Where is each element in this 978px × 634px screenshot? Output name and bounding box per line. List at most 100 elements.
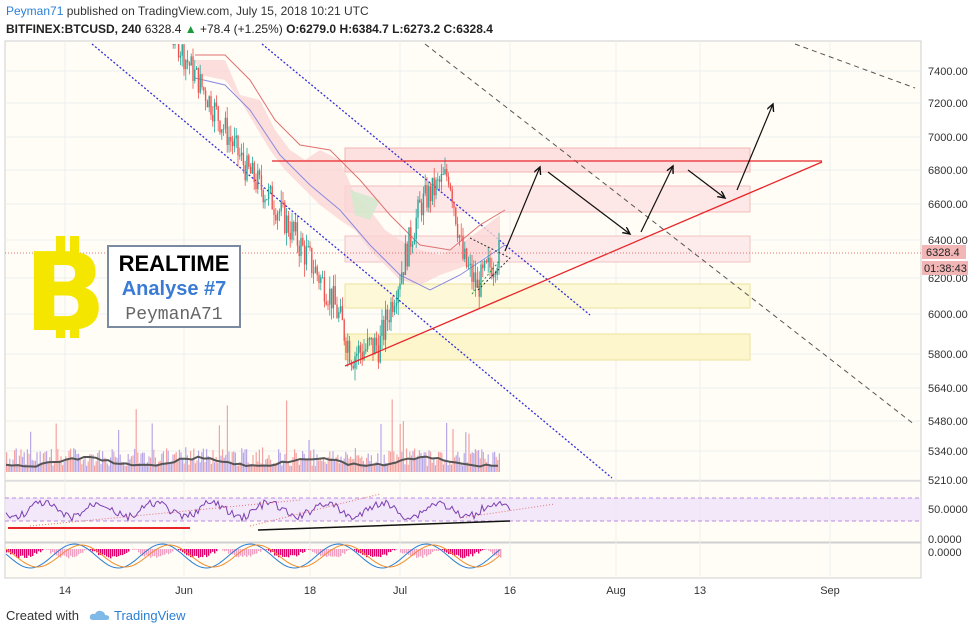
macd-bar [294,549,296,556]
volume-bar [54,462,56,472]
macd-bar [52,549,54,553]
candle-body [251,162,254,174]
author-signature: PeymanA71 [125,305,222,325]
rsi-black-trendline[interactable] [257,520,511,531]
volume-bar [210,464,212,472]
ascending-trendline[interactable] [344,161,823,367]
channel-line-upper-visible[interactable] [261,43,591,316]
macd-bar [336,549,338,557]
macd-bar [322,549,324,556]
volume-bar [446,422,448,472]
volume-bar [489,464,491,472]
candle-body [395,303,398,307]
channel-line-lower[interactable] [91,43,613,479]
candle-body [179,55,182,58]
rsi-dotted-trendline-2[interactable] [249,493,381,527]
macd-bar [20,549,22,556]
macd-bar [346,549,348,552]
price-scale[interactable]: 7400.00 7200.00 7000.00 6800.00 6600.00 6400.… [928,66,968,487]
bitcoin-logo-bar-bottom-1 [56,322,65,338]
macd-bar [204,549,206,556]
macd-bar [178,549,180,551]
macd-bar [78,549,80,555]
volume-ma [5,455,498,468]
volume-bar [167,450,169,472]
candle-body [174,44,176,45]
volume-bar [95,461,97,472]
macd-bar [62,549,64,556]
candle-body [440,174,443,182]
volume-bar [236,465,238,472]
volume-bar [345,451,347,472]
price-tick-label: 5210.00 [928,475,968,487]
candle-body [372,337,374,355]
volume-bar [319,459,321,472]
macd-bar [148,549,150,557]
macd-bar [212,549,214,552]
volume-bar [182,459,184,472]
volume-bar [287,462,289,472]
volume-bar [441,452,443,472]
volume-bar [26,449,28,472]
dashed-trendline-2[interactable] [794,43,916,89]
volume-bar [137,452,139,472]
author-link[interactable]: Peyman71 [6,4,64,18]
volume-bar [495,456,497,472]
macd-bar [428,549,430,555]
volume-bar [68,450,70,472]
macd-bar [318,549,320,555]
candle-body [444,169,446,175]
rsi-dotted-trendline-3[interactable] [459,503,556,519]
volume-bar [82,459,84,472]
volume-bar [346,454,348,472]
macd-bar [138,549,140,553]
triangle-support[interactable] [471,259,501,295]
candle-body [323,277,326,302]
volume-bar [214,462,216,472]
volume-bar [191,459,193,472]
time-axis[interactable]: 14 Jun 18 Jul 16 Aug 13 Sep [59,585,840,597]
candle-body [230,137,232,142]
volume-bar [444,461,446,472]
candle-body [420,202,423,216]
candle-body [464,248,466,259]
volume-bar [258,449,260,472]
arrow-2[interactable] [547,171,630,234]
candle-body [370,337,372,340]
candle-body [296,222,299,246]
volume-bar [186,455,188,472]
arrow-1[interactable] [504,167,540,252]
candle-body [374,337,376,355]
candle-body [336,304,338,318]
macd-bar [330,549,332,557]
dashed-trendline-1[interactable] [424,43,916,426]
triangle-pattern[interactable] [469,237,511,291]
time-tick-label: 18 [304,585,316,597]
candle-body [217,106,219,121]
candle-body [329,288,331,305]
price-tick-label: 5640.00 [928,383,968,395]
macd-bar [124,549,126,554]
arrow-3[interactable] [640,166,673,233]
macd-bar [256,549,258,554]
volume-bar [383,454,385,472]
arrow-5[interactable] [736,104,773,191]
macd-bar [500,549,502,558]
cloud-span-b [194,77,506,291]
volume-bar [202,448,204,472]
projection-arrows[interactable] [504,104,773,252]
macd-bar [354,549,356,551]
arrow-4[interactable] [687,169,725,198]
macd-pane[interactable] [4,542,922,579]
volume-bar [386,464,388,472]
candle-body [498,239,500,268]
macd-bar [298,549,300,556]
rsi-dotted-trendline-1[interactable] [29,499,301,527]
volume-bar [108,465,110,472]
macd-bar [122,549,124,556]
symbol-label[interactable]: BITFINEX:BTCUSD, 240 [6,22,142,36]
volume-bar [393,451,395,472]
tradingview-link[interactable]: TradingView [114,608,186,623]
volume-bar [353,458,355,472]
